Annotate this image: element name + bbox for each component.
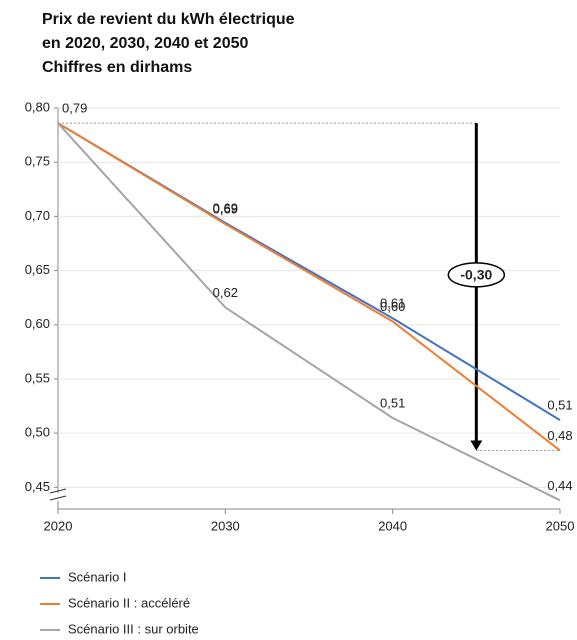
data-label: 0,79: [62, 101, 87, 116]
x-tick-label: 2030: [211, 518, 240, 533]
x-tick-label: 2050: [546, 518, 575, 533]
data-label: 0,51: [547, 398, 572, 413]
x-tick-label: 2020: [44, 518, 73, 533]
y-tick-label: 0,70: [25, 208, 50, 223]
legend-label: Scénario III : sur orbite: [68, 621, 199, 636]
arrow-head: [470, 440, 483, 451]
data-label: 0,60: [380, 299, 405, 314]
annotation-bubble: [447, 262, 506, 288]
x-tick-label: 2040: [378, 518, 407, 533]
annotation-label: -0,30: [460, 267, 492, 283]
y-tick-label: 0,60: [25, 316, 50, 331]
data-label: 0,61: [380, 296, 405, 311]
data-label: 0,69: [213, 200, 238, 215]
axis-break: [49, 488, 67, 494]
data-label: 0,51: [380, 395, 405, 410]
data-label: 0,44: [547, 478, 572, 493]
chart-title: en 2020, 2030, 2040 et 2050: [42, 35, 248, 52]
axis-break: [49, 495, 67, 501]
y-tick-label: 0,75: [25, 154, 50, 169]
chart-title: Prix de revient du kWh électrique: [42, 11, 295, 28]
data-label: 0,69: [213, 201, 238, 216]
y-tick-label: 0,55: [25, 370, 50, 385]
y-tick-label: 0,80: [25, 99, 50, 114]
legend-label: Scénario I: [68, 569, 127, 584]
y-tick-label: 0,65: [25, 262, 50, 277]
series-line: [57, 122, 561, 502]
y-tick-label: 0,50: [25, 425, 50, 440]
legend-label: Scénario II : accéléré: [68, 595, 190, 610]
data-label: 0,48: [547, 428, 572, 443]
chart-title: Chiffres en dirhams: [42, 59, 192, 76]
data-label: 0,62: [213, 285, 238, 300]
y-tick-label: 0,45: [25, 479, 50, 494]
series-line: [57, 122, 561, 452]
